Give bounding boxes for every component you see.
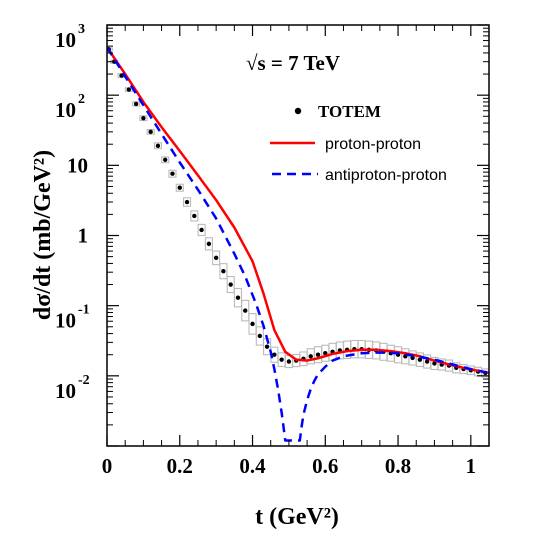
data-point (170, 171, 175, 176)
legend-entry-totem: TOTEM (294, 102, 381, 121)
data-error-box (182, 197, 192, 207)
legend-entry-proton-proton: proton-proton (270, 136, 421, 153)
data-point (432, 361, 437, 366)
data-error-box (219, 263, 228, 280)
y-tick-label: 10 (55, 28, 76, 52)
x-tick-label: 0.8 (385, 454, 411, 478)
data-point (199, 227, 204, 233)
data-point (257, 333, 262, 339)
legend-label-antiproton-proton: antiproton-proton (325, 167, 447, 184)
series-antiproton-proton-line (107, 46, 489, 442)
data-point (126, 87, 132, 92)
y-tick-label: 10 (55, 98, 76, 122)
y-tick-exponent: 2 (78, 92, 85, 107)
data-point (323, 351, 328, 356)
x-tick-label: 0.6 (312, 454, 338, 478)
data-point (264, 344, 270, 349)
x-tick-label: 0.4 (239, 454, 266, 478)
legend-label-totem: TOTEM (318, 102, 381, 121)
legend: TOTEM proton-proton antiproton-proton (270, 102, 447, 184)
plot-area (107, 25, 489, 446)
data-point (221, 268, 226, 274)
data-point (279, 357, 284, 362)
x-tick-labels: 0 0.2 0.4 0.6 0.8 1 (102, 454, 476, 478)
data-error-box (212, 250, 221, 266)
data-point (184, 199, 190, 205)
data-error-box (175, 183, 184, 192)
legend-label-proton-proton: proton-proton (325, 136, 421, 153)
y-tick-label: 1 (78, 224, 89, 248)
data-point (417, 357, 423, 362)
data-error-box (255, 326, 264, 346)
data-point (206, 241, 212, 247)
data-point (286, 359, 292, 364)
series-layer (107, 46, 489, 442)
data-point (250, 321, 255, 327)
y-tick-label: 10 (67, 153, 88, 177)
y-tick-exponent: 3 (78, 22, 85, 37)
data-error-box (139, 115, 148, 122)
data-error-box (197, 223, 206, 237)
data-point (272, 352, 277, 357)
x-axis-title: t (GeV²) (255, 504, 339, 530)
data-error-box (241, 299, 250, 322)
data-point (141, 115, 146, 121)
y-tick-exponent: -1 (78, 303, 90, 318)
legend-entry-antiproton-proton: antiproton-proton (272, 167, 447, 184)
data-point (228, 282, 233, 287)
data-error-box (233, 287, 243, 308)
y-tick-exponent: -2 (78, 373, 90, 388)
series-proton-proton-line (107, 46, 489, 375)
data-point (148, 129, 153, 135)
data-point (163, 157, 168, 162)
data-error-box (204, 237, 213, 251)
data-point (424, 359, 430, 364)
data-error-box (190, 210, 199, 222)
x-tick-label: 0.2 (167, 454, 193, 478)
data-point (315, 352, 321, 357)
legend-dots-marker (294, 107, 302, 115)
data-point (213, 255, 219, 261)
data-error-box (161, 156, 170, 164)
y-axis-title: dσ/dt (mb/GeV²) (30, 150, 56, 320)
ticks-layer (106, 24, 489, 447)
data-error-box (226, 275, 235, 294)
data-point (192, 213, 197, 219)
data-error-box (146, 128, 155, 135)
data-point (235, 295, 241, 300)
y-tick-label: 10 (55, 379, 76, 403)
data-point (177, 185, 182, 190)
data-point (133, 101, 139, 107)
energy-annotation: √s = 7 TeV (246, 51, 340, 75)
x-tick-label: 1 (466, 454, 477, 478)
data-error-box (168, 169, 177, 178)
y-tick-label: 10 (55, 309, 76, 333)
data-point (155, 143, 161, 148)
data-error-box (248, 313, 257, 335)
data-point (308, 354, 313, 359)
x-tick-label: 0 (102, 454, 113, 478)
data-point (243, 308, 248, 313)
data-error-box (153, 142, 162, 150)
